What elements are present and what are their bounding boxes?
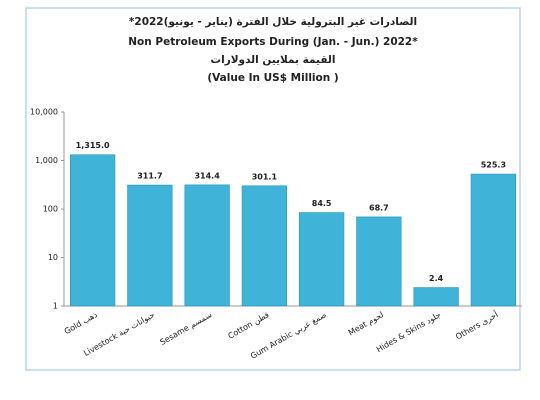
bar: [127, 184, 173, 307]
x-tick-label: Others أخرى: [454, 309, 500, 341]
value-label: 68.7: [369, 203, 389, 212]
bar: [184, 184, 230, 307]
value-label: 314.4: [194, 171, 220, 180]
x-tick-label: Sesame سمسم: [159, 310, 214, 347]
value-label: 525.3: [481, 161, 506, 170]
bar: [356, 216, 402, 307]
value-label: 84.5: [312, 199, 332, 208]
bar: [241, 185, 288, 307]
value-label: 311.7: [137, 172, 162, 181]
bar: [298, 212, 345, 307]
y-tick-label: 1: [53, 302, 58, 311]
chart-frame: [25, 7, 521, 371]
x-tick-label: Cotton قطن: [227, 310, 271, 341]
y-tick-label: 1,000: [35, 156, 58, 165]
bar: [413, 287, 459, 307]
y-tick-label: 100: [43, 205, 58, 214]
bar: [470, 173, 517, 307]
value-label: 2.4: [429, 274, 444, 283]
x-tick-label: Gold ذهب: [63, 310, 100, 336]
y-tick-label: 10: [48, 253, 58, 262]
x-tick-label: Hides & Skins جلود: [375, 310, 443, 354]
value-label: 1,315.0: [76, 141, 110, 150]
y-tick-label: 10,000: [30, 108, 58, 117]
chart-subtitle: القيمة بملايين الدولارات: [211, 54, 336, 66]
value-label: 301.1: [252, 172, 278, 181]
chart-subtitle-en: (Value In US$ Million ): [207, 72, 338, 84]
chart-title-en: Non Petroleum Exports During (Jan. - Jun…: [128, 36, 418, 48]
x-tick-label: Meat لحوم: [347, 310, 385, 337]
bar: [69, 154, 116, 307]
chart-title: الصادرات غير البترولية خلال الفترة (يناي…: [129, 16, 417, 28]
